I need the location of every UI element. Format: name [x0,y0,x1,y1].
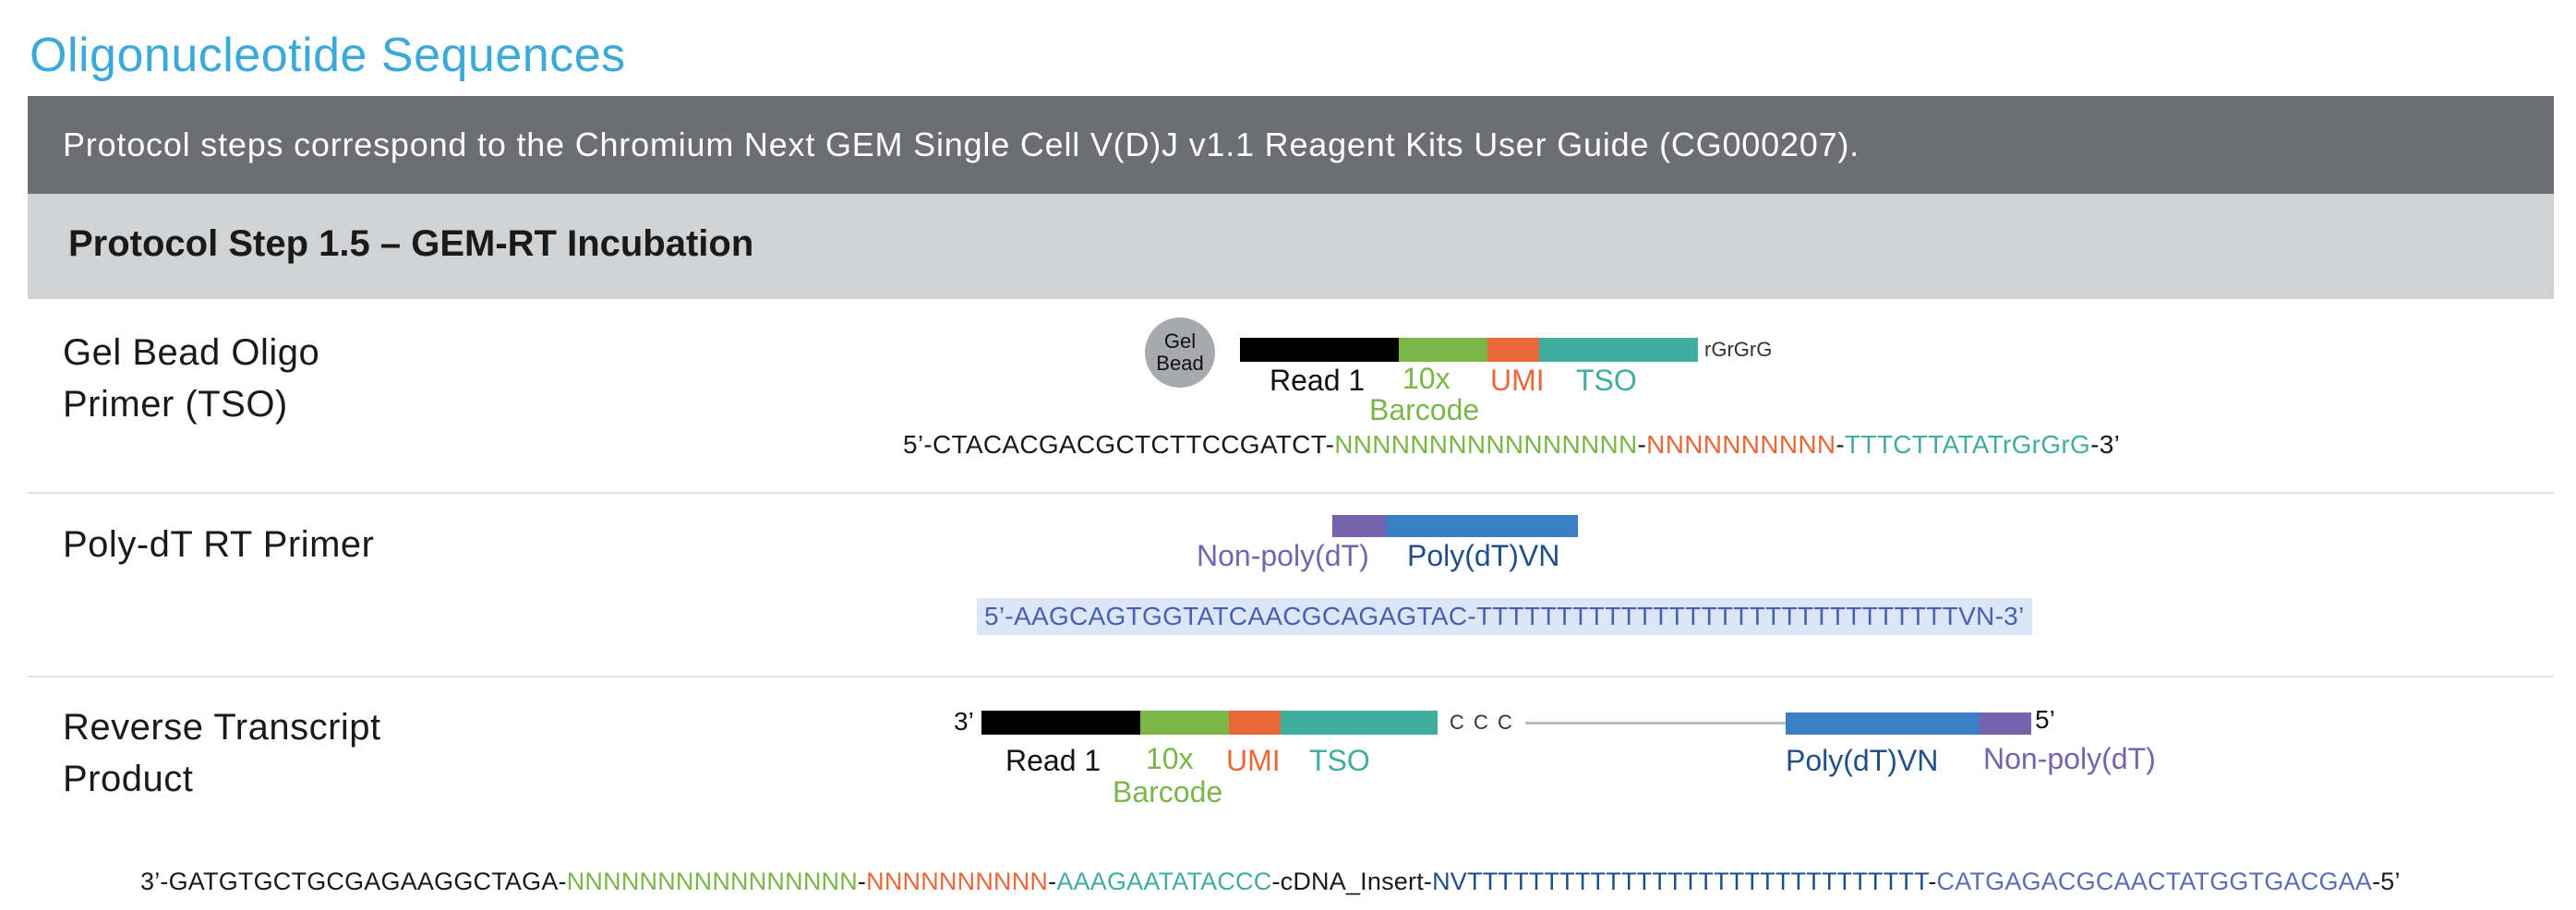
row-label-poly-dt-rt-primer: Poly-dT RT Primer [63,519,374,570]
seq-dash: - [857,868,867,895]
protocol-step-bar [28,194,2554,299]
seq-read1-part: 3’-GATGTGCTGCGAGAAGGCTAGA- [140,868,567,895]
tso-label: TSO [1309,744,1370,777]
polydt-label: Poly(dT)VN [1407,539,1560,572]
read1-segment [981,711,1140,735]
info-banner-text: Protocol steps correspond to the Chromiu… [63,126,1860,163]
row-label-line: Gel Bead Oligo [63,332,320,373]
umi-segment [1487,338,1539,362]
seq-end: -3’ [2090,430,2121,459]
tso-segment [1539,338,1698,362]
row-divider [28,492,2554,494]
barcode-segment [1140,711,1229,735]
row-label-gel-bead-oligo: Gel Bead Oligo Primer (TSO) [63,327,319,430]
umi-label: UMI [1490,364,1545,397]
rgrgrg-label: rGrGrG [1704,338,1773,361]
row-label-line: Poly-dT RT Primer [63,524,375,565]
barcode-label-line1: 10x [1146,742,1194,775]
row-label-line: Product [63,759,194,799]
protocol-step-title: Protocol Step 1.5 – GEM-RT Incubation [68,223,754,264]
seq-read1-part: 5’-CTACACGACGCTCTTCCGATCT- [903,430,1335,459]
page-title: Oligonucleotide Sequences [30,29,626,82]
five-prime-end: 5’ [2035,705,2055,734]
seq-cdna-insert: -cDNA_Insert- [1271,868,1433,895]
gel-bead-label: Gel [1163,329,1197,353]
tso-label: TSO [1576,364,1637,397]
row-label-line: Primer (TSO) [63,384,288,425]
seq-dash: - [1048,868,1057,895]
gel-bead-icon: Gel Bead [1145,317,1215,388]
seq-tso-part: AAAGAATATACCC [1056,868,1272,895]
info-banner [28,96,2554,194]
barcode-label-line1: 10x [1402,362,1451,395]
row-label-reverse-transcript-product: Reverse Transcript Product [63,701,381,805]
seq-umi-part: NNNNNNNNNN [866,868,1049,895]
polydt-segment [1786,712,1980,735]
seq-dash: - [1928,868,1937,895]
row-divider [28,676,2554,677]
polydt-label: Poly(dT)VN [1786,744,1939,777]
seq-umi-part: NNNNNNNNNN [1646,430,1836,459]
seq-polydt-part: NVTTTTTTTTTTTTTTTTTTTTTTTTTTTTTT [1432,868,1929,895]
seq-barcode-part: NNNNNNNNNNNNNNNN [566,868,858,895]
barcode-label-line2: Barcode [1113,775,1223,808]
polydt-primer-sequence: 5’-AAGCAGTGGTATCAACGCAGAGTAC-TTTTTTTTTTT… [977,598,2032,635]
polydt-segment [1386,515,1578,537]
seq-end: -5’ [2372,868,2401,895]
ccc-label: C C C [1450,711,1514,734]
cdna-insert-line [1525,722,1786,724]
seq-tso-part: TTTCTTATATrGrGrG [1845,430,2091,459]
three-prime-end: 3’ [954,707,974,736]
seq-nonpolydt-part: CATGAGACGCAACTATGGTGACGAA [1936,868,2373,895]
reverse-transcript-sequence: 3’-GATGTGCTGCGAGAAGGCTAGA-NNNNNNNNNNNNNN… [140,868,2401,896]
umi-segment [1229,711,1281,735]
row-label-line: Reverse Transcript [63,707,381,748]
read1-label: Read 1 [1270,364,1366,397]
read1-label: Read 1 [1005,744,1101,777]
nonpolydt-label: Non-poly(dT) [1197,539,1369,572]
read1-segment [1240,338,1399,362]
nonpolydt-label: Non-poly(dT) [1983,742,2156,775]
nonpolydt-segment [1980,712,2031,735]
seq-barcode-part: NNNNNNNNNNNNNNNN [1334,430,1638,459]
seq-dash: - [1836,430,1846,459]
gel-bead-label: Bead [1156,352,1204,375]
nonpolydt-segment [1332,515,1386,537]
tso-sequence: 5’-CTACACGACGCTCTTCCGATCT-NNNNNNNNNNNNNN… [903,430,2120,460]
barcode-segment [1399,338,1487,362]
barcode-label-line2: Barcode [1369,393,1480,426]
tso-segment [1281,711,1438,735]
seq-dash: - [1637,430,1647,459]
umi-label: UMI [1226,744,1281,777]
